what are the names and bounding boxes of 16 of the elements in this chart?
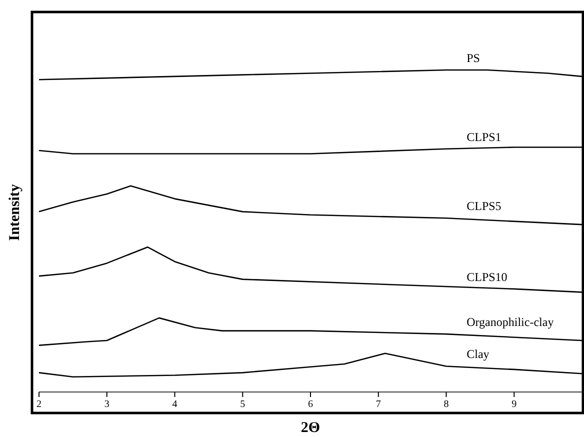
y-axis-title: Intensity xyxy=(7,184,23,241)
x-tick-label: 8 xyxy=(444,399,449,410)
x-tick-label: 9 xyxy=(512,399,517,410)
series-label: CLPS1 xyxy=(466,130,502,144)
series-label: CLPS5 xyxy=(466,199,502,214)
series-label: PS xyxy=(466,51,480,65)
x-tick-label: 4 xyxy=(172,399,178,410)
x-tick-label: 2 xyxy=(36,399,42,410)
x-tick-label: 7 xyxy=(376,399,381,410)
series-label: Organophilic-clay xyxy=(466,315,554,330)
series-label: CLPS10 xyxy=(466,270,508,284)
series-label: Clay xyxy=(466,347,490,362)
x-tick-label: 3 xyxy=(104,399,110,410)
x-tick-label: 5 xyxy=(240,399,246,410)
x-axis-title: 2Θ xyxy=(300,420,320,436)
x-tick-label: 6 xyxy=(308,399,313,410)
